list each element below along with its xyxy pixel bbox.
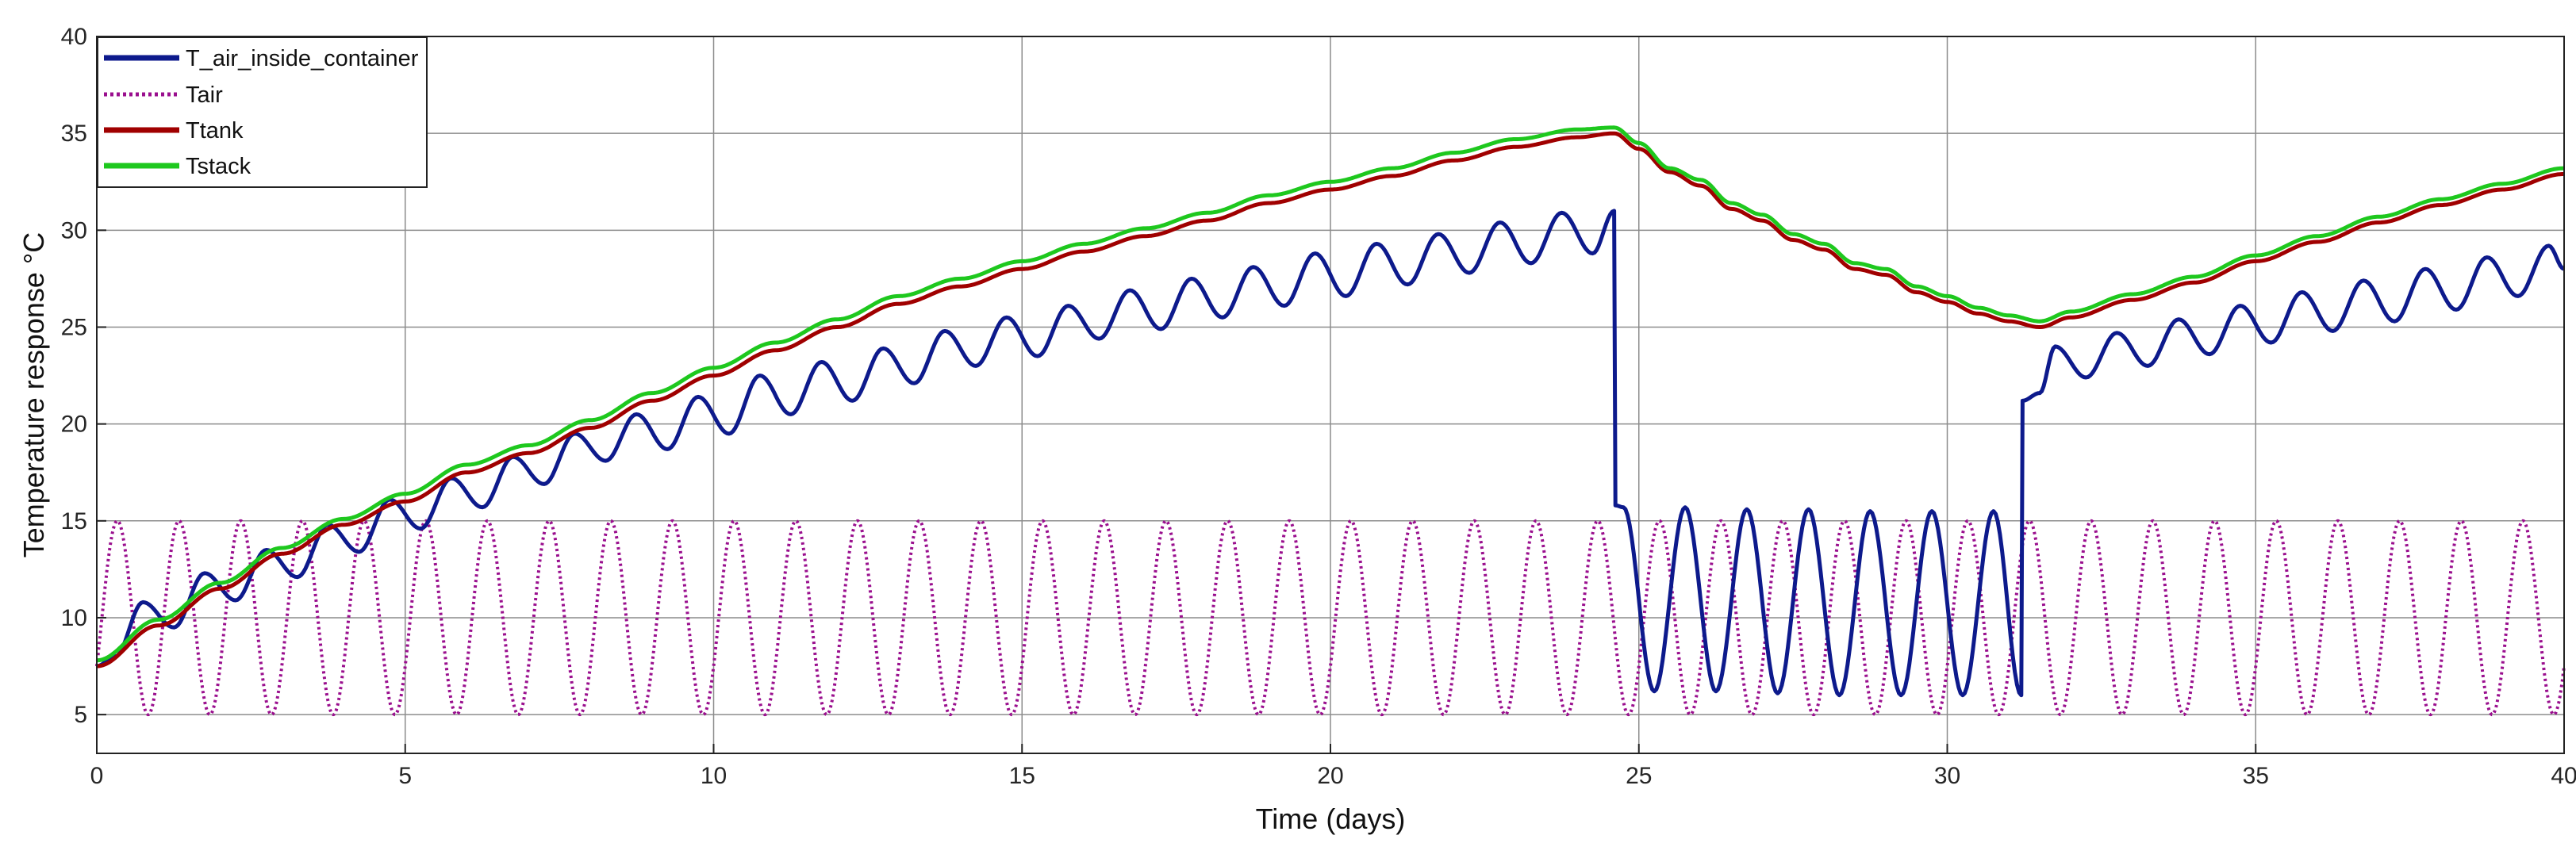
- x-tick-label: 20: [1317, 763, 1343, 789]
- y-tick-label: 35: [61, 121, 87, 147]
- y-tick-label: 25: [61, 314, 87, 340]
- x-axis-label: Time (days): [1256, 803, 1406, 835]
- legend-label-tair: Tair: [186, 82, 223, 108]
- legend-label-tstack: Tstack: [186, 154, 251, 179]
- series-line-tair: [95, 519, 2566, 717]
- y-tick-label: 10: [61, 605, 87, 631]
- y-tick-label: 15: [61, 508, 87, 534]
- x-tick-label: 5: [398, 763, 412, 789]
- legend: T_air_inside_container Tair Ttank Tstack: [97, 36, 428, 188]
- x-tick-label: 25: [1626, 763, 1652, 789]
- series-line-tstack: [96, 125, 2565, 663]
- legend-box: [97, 36, 428, 188]
- legend-label-t-air-inside-container: T_air_inside_container: [186, 46, 419, 71]
- x-tick-label: 40: [2551, 763, 2576, 789]
- x-tick-label: 30: [1934, 763, 1960, 789]
- y-tick-label: 40: [61, 24, 87, 50]
- x-tick-label: 15: [1009, 763, 1035, 789]
- y-tick-label: 20: [61, 412, 87, 438]
- x-tick-label: 35: [2243, 763, 2269, 789]
- x-tick-label: 10: [701, 763, 727, 789]
- y-tick-label: 5: [74, 702, 87, 728]
- legend-label-ttank: Ttank: [186, 118, 244, 144]
- y-axis-label: Temperature response °C: [17, 232, 50, 558]
- series-line-t-air-inside-container: [96, 209, 2566, 698]
- series-line-ttank: [96, 131, 2564, 669]
- ticks: 0 5 10 15 20 25 30 35 40 5 10 15 20 25 30 35 40: [61, 24, 2576, 789]
- y-tick-label: 30: [61, 217, 87, 243]
- series-layer: [95, 125, 2566, 717]
- x-tick-label: 0: [90, 763, 104, 789]
